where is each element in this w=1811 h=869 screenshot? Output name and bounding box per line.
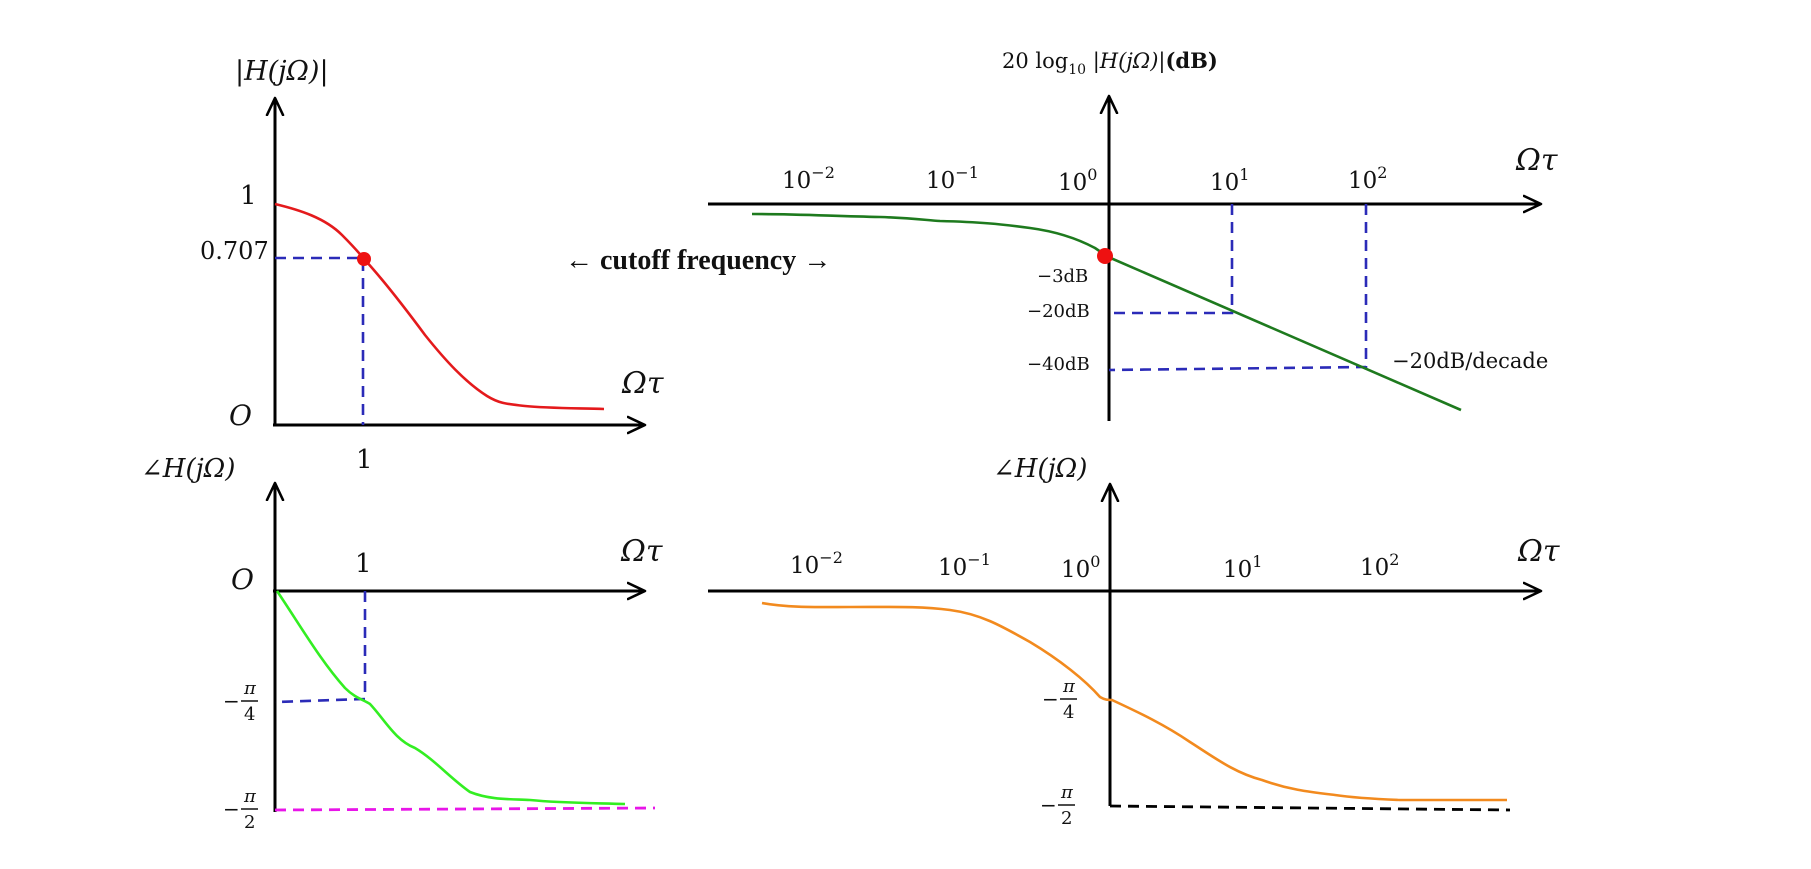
tick-sign: − [223, 689, 240, 713]
magnitude-x-tick-1: 1 [356, 445, 373, 475]
db-decade-label: 102 [1348, 163, 1387, 194]
phase-x-label: Ωτ [620, 534, 663, 569]
bode-phase-decade-label: 10−2 [790, 548, 843, 579]
db-y-label: 20 log10 |H(jΩ)|(dB) [1002, 48, 1218, 78]
db-decade-labels: 10−2 10−1 100 101 102 [782, 163, 1387, 196]
tick-denominator: 4 [1063, 702, 1074, 723]
phase-bode-panel: ∠H(jΩ) Ωτ 10−2 10−1 100 101 102 − π 4 − … [708, 454, 1560, 829]
magnitude-x-label: Ωτ [621, 366, 664, 401]
db-decade-label: 100 [1058, 165, 1097, 196]
phase-curve [275, 590, 626, 806]
bode-phase-tick-minus-pi-over-4: − π 4 [1042, 676, 1077, 723]
magnitude-tick-1: 1 [240, 181, 257, 211]
magnitude-origin: O [229, 399, 252, 432]
magnitude-cutoff-marker [357, 252, 371, 266]
bode-phase-asymptote [1109, 804, 1511, 812]
magnitude-db-panel: 20 log10 |H(jΩ)|(dB) Ωτ 10−2 10−1 100 10… [708, 48, 1558, 421]
magnitude-curve [274, 202, 605, 411]
tick-denominator: 2 [244, 812, 255, 833]
tick-sign: − [223, 797, 240, 821]
magnitude-tick-0707: 0.707 [200, 237, 269, 265]
db-cutoff-marker [1097, 248, 1113, 264]
cutoff-frequency-label: ← cutoff frequency → [565, 245, 831, 276]
db-decade-label: 10−2 [782, 163, 835, 194]
db-asymptote [1105, 254, 1462, 412]
tick-denominator: 2 [1061, 808, 1072, 829]
tick-denominator: 4 [244, 704, 255, 725]
tick-numerator: π [243, 678, 257, 699]
bode-phase-decade-label: 101 [1223, 552, 1262, 583]
tick-sign: − [1040, 793, 1057, 817]
tick-numerator: π [243, 786, 257, 807]
db-slope-label: −20dB/decade [1392, 349, 1548, 373]
phase-guide-line [274, 591, 367, 704]
tick-numerator: π [1062, 676, 1076, 697]
bode-phase-decade-labels: 10−2 10−1 100 101 102 [790, 548, 1399, 583]
phase-x-tick-1: 1 [355, 549, 372, 579]
bode-phase-x-label: Ωτ [1517, 534, 1560, 569]
tick-sign: − [1042, 687, 1059, 711]
bode-phase-curve [761, 601, 1507, 802]
bode-phase-decade-label: 102 [1360, 550, 1399, 581]
phase-tick-minus-pi-over-2: − π 2 [223, 786, 258, 833]
db-guide-decade-2 [1108, 204, 1368, 372]
phase-tick-minus-pi-over-4: − π 4 [223, 678, 258, 725]
phase-origin: O [231, 563, 254, 596]
db-tick-20db: −20dB [1027, 301, 1090, 322]
magnitude-y-label: |H(jΩ)| [235, 56, 329, 87]
phase-panel: ∠H(jΩ) Ωτ O 1 − π 4 − π 2 [141, 454, 663, 833]
db-curve [751, 212, 1109, 259]
bode-phase-tick-minus-pi-over-2: − π 2 [1040, 782, 1075, 829]
db-x-label: Ωτ [1515, 143, 1558, 178]
bode-phase-decade-label: 100 [1061, 552, 1100, 583]
phase-y-label: ∠H(jΩ) [141, 454, 235, 484]
bode-phase-decade-label: 10−1 [938, 550, 991, 581]
magnitude-panel: |H(jΩ)| Ωτ O 1 0.707 1 [200, 56, 664, 475]
bode-phase-y-label: ∠H(jΩ) [993, 454, 1087, 484]
db-tick-40db: −40dB [1027, 354, 1090, 375]
db-decade-label: 10−1 [926, 163, 979, 194]
phase-asymptote [274, 806, 656, 812]
magnitude-guide-line [275, 256, 365, 425]
tick-numerator: π [1060, 782, 1074, 803]
db-guide-decade-1 [1109, 204, 1234, 315]
db-tick-3db: −3dB [1037, 266, 1088, 287]
db-decade-label: 101 [1210, 165, 1249, 196]
